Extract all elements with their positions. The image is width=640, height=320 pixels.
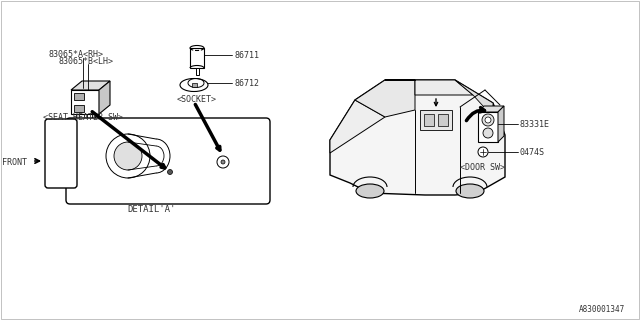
Bar [84,114,87,119]
Text: 83065*A<RH>: 83065*A<RH> [48,50,103,59]
Ellipse shape [456,184,484,198]
Circle shape [217,156,229,168]
Text: 83331E: 83331E [520,120,550,129]
Text: A830001347: A830001347 [579,305,625,314]
FancyBboxPatch shape [66,118,270,204]
Circle shape [485,117,491,123]
Text: 86712: 86712 [234,79,259,88]
Bar [424,114,434,126]
Circle shape [482,114,494,126]
Polygon shape [355,80,415,117]
Polygon shape [385,80,473,95]
Text: 86711: 86711 [234,51,259,60]
Bar [192,83,197,87]
FancyArrowPatch shape [467,108,484,121]
Bar [195,68,198,75]
Circle shape [114,142,142,170]
Bar [420,110,452,130]
Circle shape [483,128,493,138]
Text: 0474S: 0474S [520,148,545,157]
Circle shape [168,170,173,174]
Polygon shape [99,81,110,114]
Text: FRONT: FRONT [2,157,27,166]
Bar [438,114,448,126]
Text: 83065*B<LH>: 83065*B<LH> [58,57,113,66]
Bar [74,105,84,112]
Bar [92,114,95,119]
Polygon shape [498,106,504,142]
Text: <DOOR SW>: <DOOR SW> [460,163,505,172]
Text: <SOCKET>: <SOCKET> [177,95,217,104]
Bar [190,48,204,68]
Bar [478,112,498,142]
Polygon shape [71,90,99,114]
Circle shape [478,147,488,157]
Circle shape [221,160,225,164]
Text: <SEAT HEATER SW>: <SEAT HEATER SW> [43,113,123,122]
Text: DETAIL'A': DETAIL'A' [128,205,176,214]
Polygon shape [330,80,505,195]
Polygon shape [71,81,110,90]
FancyBboxPatch shape [45,119,77,188]
Polygon shape [455,80,493,117]
Polygon shape [330,100,385,153]
Ellipse shape [356,184,384,198]
Polygon shape [478,106,504,112]
Bar [74,93,84,100]
Circle shape [106,134,150,178]
Bar [76,114,79,119]
